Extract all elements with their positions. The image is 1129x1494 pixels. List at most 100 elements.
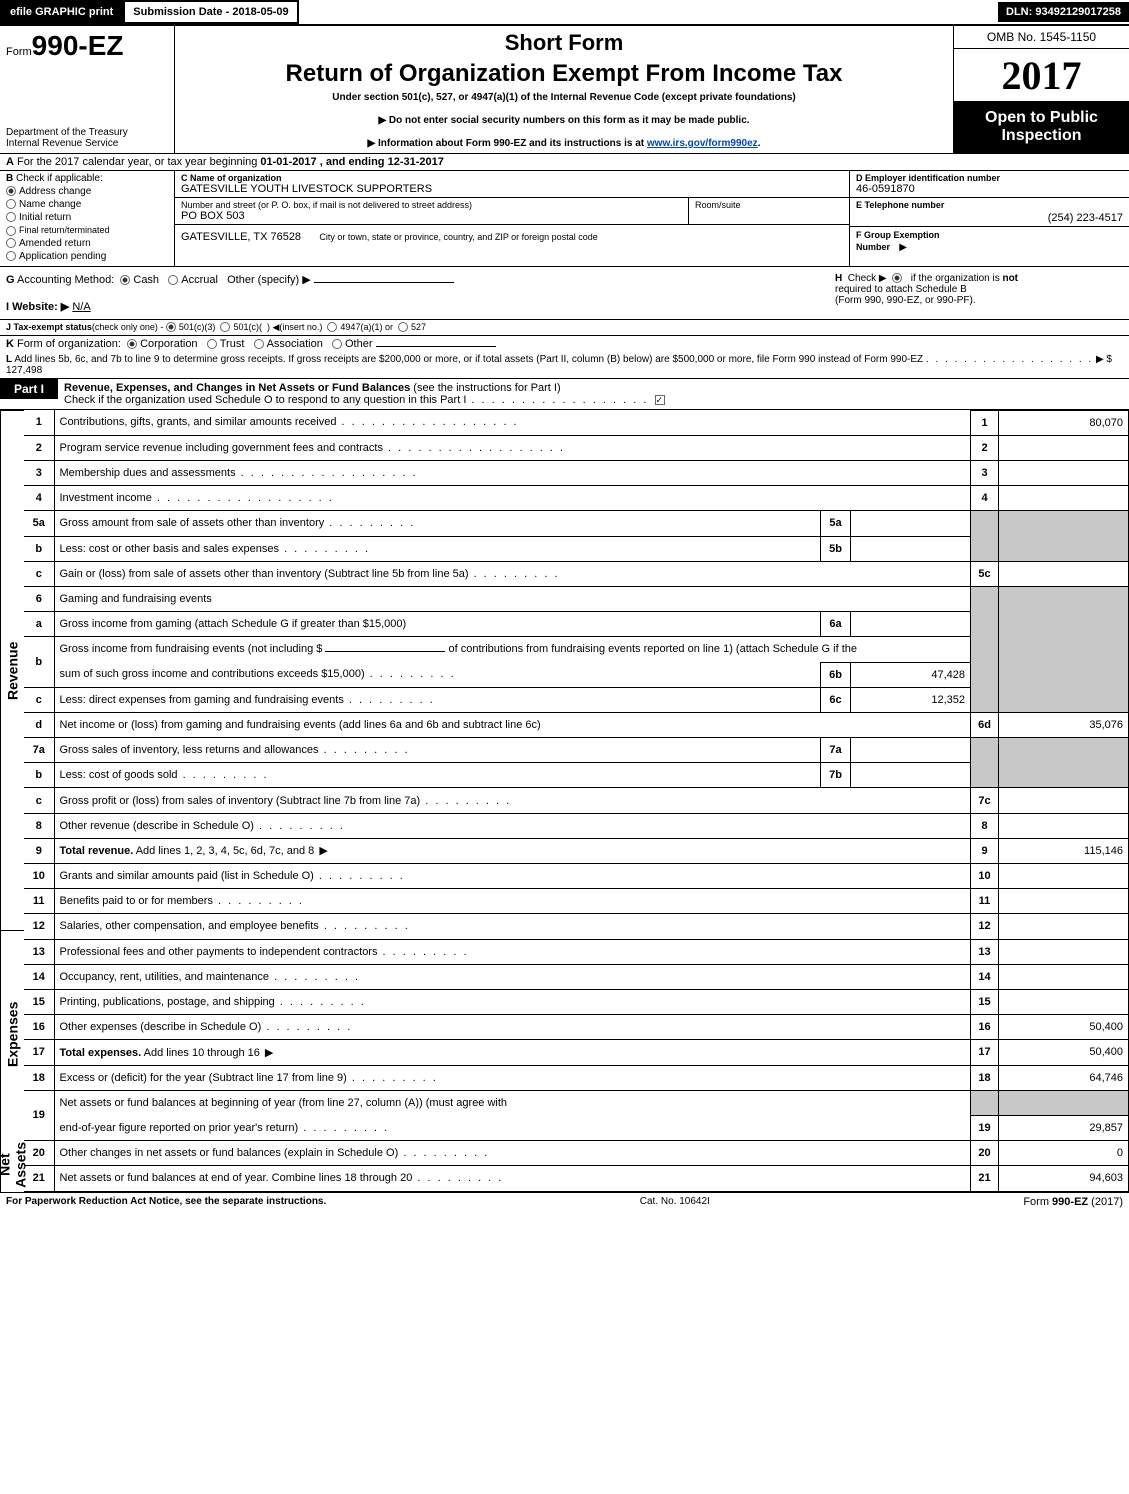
- lines-table: 1 Contributions, gifts, grants, and simi…: [24, 410, 1129, 1192]
- line-11-ref: 11: [971, 889, 999, 914]
- dots-icon: [279, 543, 370, 555]
- line-2: 2 Program service revenue including gove…: [24, 435, 1129, 460]
- h-text3: required to attach Schedule B: [835, 284, 967, 295]
- line-9-ref: 9: [971, 838, 999, 863]
- org-name: GATESVILLE YOUTH LIVESTOCK SUPPORTERS: [181, 183, 843, 195]
- line-17-amt: 50,400: [999, 1040, 1129, 1065]
- k-other-blank[interactable]: [376, 346, 496, 347]
- accounting-other-blank[interactable]: [314, 282, 454, 283]
- line-15-desc: Printing, publications, postage, and shi…: [60, 996, 275, 1008]
- top-bar: efile GRAPHIC print Submission Date - 20…: [0, 0, 1129, 26]
- line-6c: c Less: direct expenses from gaming and …: [24, 687, 1129, 712]
- efile-print-button[interactable]: efile GRAPHIC print: [0, 0, 123, 24]
- line-18-no: 18: [24, 1065, 54, 1090]
- short-form-label: Short Form: [183, 30, 945, 56]
- section-c-label: C Name of organization: [181, 173, 282, 183]
- line-6a-iamt: [851, 612, 971, 637]
- k-assoc-label: Association: [267, 338, 323, 350]
- line-6b-blank[interactable]: [325, 651, 445, 652]
- accounting-cash-radio[interactable]: [120, 275, 130, 285]
- department: Department of the Treasury Internal Reve…: [6, 127, 168, 149]
- open-public-line2: Inspection: [958, 127, 1125, 145]
- h-checkbox[interactable]: [892, 273, 902, 283]
- line-18: 18 Excess or (deficit) for the year (Sub…: [24, 1065, 1129, 1090]
- line-20-amt: 0: [999, 1141, 1129, 1166]
- line-6b-r1: b Gross income from fundraising events (…: [24, 637, 1129, 662]
- line-6c-desc: Less: direct expenses from gaming and fu…: [60, 694, 344, 706]
- row-a-text1: For the 2017 calendar year, or tax year …: [17, 156, 260, 168]
- j-501c3-label: 501(c)(3): [179, 322, 216, 332]
- submission-date-label: Submission Date -: [133, 6, 232, 18]
- form-instructions-link[interactable]: www.irs.gov/form990ez: [647, 138, 758, 149]
- j-527-radio[interactable]: [398, 322, 408, 332]
- line-21-ref: 21: [971, 1166, 999, 1191]
- line-7b: b Less: cost of goods sold 7b: [24, 763, 1129, 788]
- j-4947-radio[interactable]: [327, 322, 337, 332]
- line-2-desc: Program service revenue including govern…: [60, 442, 383, 454]
- website-value: N/A: [72, 301, 90, 313]
- dln-value: 93492129017258: [1035, 6, 1121, 18]
- ein-label: D Employer identification number: [856, 173, 1123, 183]
- line-7a: 7a Gross sales of inventory, less return…: [24, 738, 1129, 763]
- check-initial-return[interactable]: [6, 212, 16, 222]
- dots-icon: [344, 694, 435, 706]
- line-7c-no: c: [24, 788, 54, 813]
- check-amended-return[interactable]: [6, 238, 16, 248]
- line-3-desc: Membership dues and assessments: [60, 467, 236, 479]
- dots-icon: [469, 568, 560, 580]
- line-9-amt: 115,146: [999, 838, 1129, 863]
- line-6b-iamt: 47,428: [851, 662, 971, 687]
- line-7a-iamt: [851, 738, 971, 763]
- k-other-radio[interactable]: [332, 339, 342, 349]
- dots-icon: [254, 820, 345, 832]
- part-1-checkline: Check if the organization used Schedule …: [64, 394, 466, 406]
- line-10-ref: 10: [971, 864, 999, 889]
- j-527-label: 527: [411, 322, 426, 332]
- line-12: 12 Salaries, other compensation, and emp…: [24, 914, 1129, 939]
- row-j: J Tax-exempt status(check only one) - 50…: [0, 320, 1129, 336]
- open-public-badge: Open to Public Inspection: [954, 101, 1129, 153]
- check-application-pending[interactable]: [6, 251, 16, 261]
- line-13-ref: 13: [971, 939, 999, 964]
- submission-date-value: 2018-05-09: [232, 6, 288, 18]
- k-trust-radio[interactable]: [207, 339, 217, 349]
- line-5c: c Gain or (loss) from sale of assets oth…: [24, 561, 1129, 586]
- line-6a-iref: 6a: [821, 612, 851, 637]
- part-1-dots: [466, 394, 648, 406]
- l-dots: [926, 354, 1093, 365]
- part-1-schedule-o-check[interactable]: [655, 395, 665, 405]
- city-value: GATESVILLE, TX 76528: [181, 231, 301, 243]
- check-final-return[interactable]: [6, 226, 16, 236]
- accounting-accrual-radio[interactable]: [168, 275, 178, 285]
- line-7c: c Gross profit or (loss) from sales of i…: [24, 788, 1129, 813]
- line-6a-desc: Gross income from gaming (attach Schedul…: [60, 618, 407, 630]
- k-assoc-radio[interactable]: [254, 339, 264, 349]
- line-11: 11 Benefits paid to or for members 11: [24, 889, 1129, 914]
- dots-icon: [319, 920, 410, 932]
- check-address-change[interactable]: [6, 186, 16, 196]
- check-name-change[interactable]: [6, 199, 16, 209]
- shaded-cell: [999, 586, 1129, 712]
- section-c: C Name of organization GATESVILLE YOUTH …: [175, 171, 849, 266]
- shaded-cell: [971, 511, 999, 561]
- dln-label: DLN:: [1006, 6, 1035, 18]
- k-corp-radio[interactable]: [127, 339, 137, 349]
- section-b: B Check if applicable: Address change Na…: [0, 171, 175, 266]
- j-501c-radio[interactable]: [220, 322, 230, 332]
- footer-left: For Paperwork Reduction Act Notice, see …: [6, 1196, 326, 1208]
- line-5c-amt: [999, 561, 1129, 586]
- omb-number: OMB No. 1545-1150: [954, 26, 1129, 49]
- j-501c3-radio[interactable]: [166, 322, 176, 332]
- line-21: 21 Net assets or fund balances at end of…: [24, 1166, 1129, 1191]
- line-3: 3 Membership dues and assessments 3: [24, 461, 1129, 486]
- row-a-tax-year: A For the 2017 calendar year, or tax yea…: [0, 154, 1129, 171]
- line-5b: b Less: cost or other basis and sales ex…: [24, 536, 1129, 561]
- dots-icon: [152, 492, 334, 504]
- line-5a-desc: Gross amount from sale of assets other t…: [60, 517, 325, 529]
- dept-line2: Internal Revenue Service: [6, 138, 168, 149]
- line-4-amt: [999, 486, 1129, 511]
- room-suite-label: Room/suite: [689, 198, 849, 224]
- top-bar-left: efile GRAPHIC print Submission Date - 20…: [0, 0, 299, 24]
- line-5a-iamt: [851, 511, 971, 536]
- line-12-desc: Salaries, other compensation, and employ…: [60, 920, 319, 932]
